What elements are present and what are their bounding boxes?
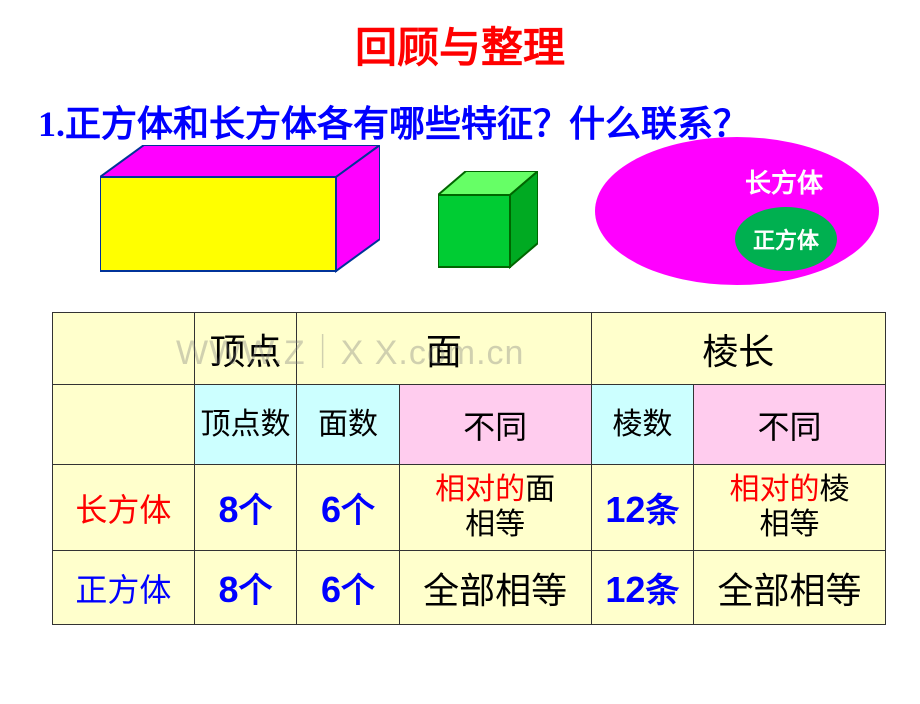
table-row-cube: 正方体 8个 6个 全部相等 12条 全部相等	[53, 551, 886, 625]
cuboid-edge-count: 12条	[591, 465, 693, 551]
subhead-edge-diff: 不同	[694, 385, 886, 465]
num-unit: 个	[238, 573, 272, 610]
header-face: 面	[297, 313, 591, 385]
venn-inner-ellipse: 正方体	[735, 207, 837, 271]
cuboid-edge-diff: 相对的棱相等	[694, 465, 886, 551]
subhead-face-count: 面数	[297, 385, 399, 465]
num-unit: 个	[238, 493, 272, 530]
num-val: 6	[321, 569, 341, 610]
venn-diagram: 长方体 正方体	[595, 137, 879, 285]
txt-blk: 相等	[760, 508, 820, 541]
table-subhead-row: 顶点数 面数 不同 棱数 不同	[53, 385, 886, 465]
cuboid-shape	[100, 145, 380, 275]
row-label-cube: 正方体	[53, 551, 195, 625]
cube-shape	[438, 171, 538, 271]
header-empty	[53, 313, 195, 385]
header-vertex: 顶点	[194, 313, 296, 385]
num-val: 6	[321, 489, 341, 530]
txt-red: 相对的	[730, 473, 820, 506]
subhead-vertex-count: 顶点数	[194, 385, 296, 465]
venn-outer-label: 长方体	[745, 163, 823, 200]
row-label-cuboid: 长方体	[53, 465, 195, 551]
cuboid-face-count: 6个	[297, 465, 399, 551]
cube-face-count: 6个	[297, 551, 399, 625]
num-unit: 条	[645, 493, 679, 530]
subhead-empty	[53, 385, 195, 465]
venn-outer-ellipse: 长方体 正方体	[595, 137, 879, 285]
num-val: 8	[218, 489, 238, 530]
num-val: 12	[605, 489, 645, 530]
num-unit: 条	[645, 573, 679, 610]
subhead-face-diff: 不同	[399, 385, 591, 465]
txt-blk: 棱	[820, 473, 850, 506]
shapes-row: 长方体 正方体	[0, 137, 920, 277]
table-header-row: 顶点 面 棱长	[53, 313, 886, 385]
cuboid-face-diff: 相对的面相等	[399, 465, 591, 551]
cuboid-vertex-count: 8个	[194, 465, 296, 551]
cube-vertex-count: 8个	[194, 551, 296, 625]
num-val: 12	[605, 569, 645, 610]
num-val: 8	[218, 569, 238, 610]
cube-edge-count: 12条	[591, 551, 693, 625]
comparison-table: 顶点 面 棱长 顶点数 面数 不同 棱数 不同 长方体 8个 6个 相对的面相等…	[52, 312, 886, 625]
subhead-edge-count: 棱数	[591, 385, 693, 465]
num-unit: 个	[341, 493, 375, 530]
table-row-cuboid: 长方体 8个 6个 相对的面相等 12条 相对的棱相等	[53, 465, 886, 551]
txt-blk: 相等	[465, 508, 525, 541]
page-title: 回顾与整理	[0, 14, 920, 75]
txt-red: 相对的	[435, 473, 525, 506]
cube-face-diff: 全部相等	[399, 551, 591, 625]
venn-inner-label: 正方体	[753, 223, 819, 255]
cube-edge-diff: 全部相等	[694, 551, 886, 625]
num-unit: 个	[341, 573, 375, 610]
txt-blk: 面	[525, 473, 555, 506]
header-edge: 棱长	[591, 313, 885, 385]
